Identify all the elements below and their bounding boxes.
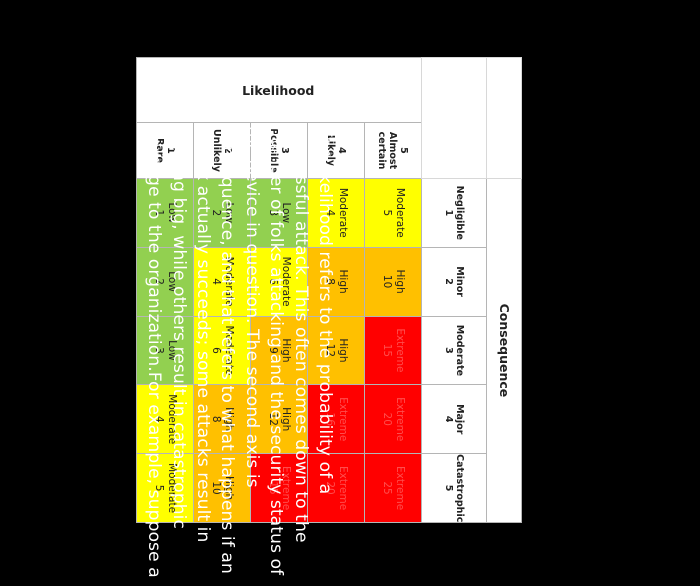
consequence-level-number: 2: [443, 278, 455, 285]
risk-cell: Extreme 15: [364, 316, 422, 385]
consequence-level-name: Minor: [454, 266, 466, 297]
consequence-axis-title: Consequence: [486, 178, 522, 523]
likelihood-level-header: 5 Almost certain: [364, 122, 422, 179]
risk-cell: Extreme 25: [364, 453, 422, 523]
consequence-level-header: Minor 2: [421, 247, 487, 317]
consequence-level-header: Major 4: [421, 384, 487, 454]
likelihood-axis-title: Likelihood: [136, 57, 422, 123]
consequence-level-header: Catastrophic 5: [421, 453, 487, 523]
consequence-level-name: Negligible: [454, 185, 466, 240]
risk-score: 25: [380, 481, 393, 495]
matrix-corner-blank: [421, 57, 487, 179]
risk-cell: High 10: [364, 247, 422, 317]
risk-score: 20: [380, 412, 393, 426]
risk-score: 5: [380, 209, 393, 217]
consequence-level-name: Moderate: [454, 324, 466, 377]
consequence-level-number: 5: [443, 484, 455, 492]
explanation-text-block: The likelihood refers to the probability…: [93, 120, 341, 586]
consequence-level-name: Major: [454, 404, 466, 435]
likelihood-level-name: Almost certain: [376, 131, 399, 170]
likelihood-level-number: 5: [398, 147, 410, 154]
risk-cell: Extreme 20: [364, 384, 422, 454]
risk-rating-label: High: [393, 269, 406, 294]
risk-rating-label: Moderate: [393, 187, 406, 238]
risk-rating-label: Extreme: [393, 397, 406, 442]
matrix-corner-blank: [486, 57, 522, 179]
consequence-level-number: 1: [443, 209, 455, 217]
consequence-level-header: Negligible 1: [421, 178, 487, 248]
explanation-paragraph: The likelihood refers to the probability…: [144, 126, 335, 578]
risk-cell: Moderate 5: [364, 178, 422, 248]
consequence-level-number: 4: [443, 415, 455, 423]
risk-score: 10: [380, 274, 393, 289]
risk-rating-label: Extreme: [393, 328, 406, 373]
consequence-level-header: Moderate 3: [421, 316, 487, 385]
consequence-level-number: 3: [443, 347, 455, 354]
consequence-level-name: Catastrophic: [454, 454, 466, 523]
risk-score: 15: [380, 343, 393, 358]
risk-rating-label: Extreme: [393, 465, 406, 511]
